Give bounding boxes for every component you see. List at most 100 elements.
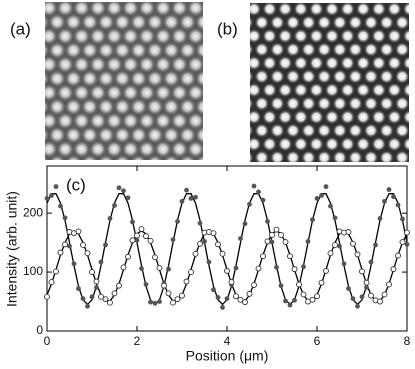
- lattice-spot: [56, 27, 75, 46]
- data-point: [202, 239, 207, 244]
- data-point: [197, 220, 203, 226]
- lattice-spot: [113, 97, 132, 116]
- lattice-spot: [45, 140, 58, 159]
- lattice-spot: [347, 42, 363, 58]
- lattice-spot: [170, 111, 189, 130]
- data-point: [332, 242, 338, 248]
- data-point: [359, 268, 365, 275]
- data-point: [166, 266, 171, 272]
- lattice-spot: [355, 109, 371, 125]
- lattice-spot: [97, 41, 116, 60]
- lattice-spot: [154, 140, 173, 159]
- lattice-spot: [88, 111, 107, 130]
- lattice-spot: [363, 42, 379, 58]
- lattice-spot: [24, 168, 42, 186]
- lattice-spot: [89, 168, 107, 186]
- data-point: [62, 241, 68, 248]
- lattice-spot: [269, 96, 285, 112]
- lattice-spot: [250, 109, 262, 125]
- lattice-spot: [347, 123, 363, 139]
- lattice-spot: [45, 27, 58, 46]
- data-point: [165, 290, 172, 297]
- data-point: [161, 282, 167, 289]
- lattice-spot: [410, 0, 415, 3]
- lattice-spot: [137, 55, 156, 74]
- lattice-spot: [145, 41, 164, 60]
- data-point: [44, 196, 50, 201]
- lattice-spot: [113, 69, 132, 88]
- lattice-spot: [97, 69, 116, 88]
- data-point: [116, 282, 122, 289]
- data-point: [300, 291, 307, 298]
- data-point: [314, 293, 320, 300]
- data-point: [215, 241, 221, 248]
- data-point: [350, 296, 356, 301]
- lattice-spot: [113, 13, 132, 32]
- data-point: [62, 215, 68, 221]
- lattice-spot: [301, 69, 317, 85]
- data-point: [219, 250, 226, 257]
- lattice-spot: [316, 96, 332, 112]
- lattice-spot: [170, 83, 189, 102]
- lattice-spot: [121, 111, 140, 130]
- lattice-spot: [137, 111, 156, 130]
- lattice-spot: [286, 0, 301, 3]
- lattice-spot: [386, 82, 402, 98]
- lattice-spot: [231, 137, 246, 152]
- data-point: [242, 221, 248, 227]
- lattice-spot: [186, 140, 203, 159]
- lattice-spot: [186, 2, 203, 17]
- lattice-spot: [394, 150, 409, 162]
- data-point: [129, 237, 136, 244]
- data-point: [67, 243, 72, 249]
- lattice-spot: [194, 41, 203, 60]
- data-point: [377, 298, 383, 305]
- lattice-spot: [293, 3, 309, 17]
- lattice-b: [231, 0, 415, 162]
- data-point: [373, 242, 378, 248]
- lattice-spot: [410, 96, 415, 111]
- lattice-spot: [402, 136, 409, 152]
- lattice-spot: [250, 43, 254, 56]
- data-point: [332, 215, 338, 221]
- data-point: [152, 254, 158, 261]
- lattice-spot: [24, 140, 42, 158]
- x-axis-title: Position (μm): [186, 348, 269, 364]
- lattice-spot: [316, 15, 332, 31]
- data-point: [121, 188, 126, 194]
- lattice-spot: [178, 41, 197, 60]
- lattice-spot: [262, 28, 278, 44]
- data-point: [341, 261, 347, 267]
- lattice-spot: [293, 55, 309, 71]
- lattice-spot: [269, 69, 285, 85]
- lattice-spot: [324, 136, 340, 152]
- data-point: [319, 193, 324, 198]
- lattice-spot: [211, 98, 229, 116]
- data-point: [368, 292, 374, 299]
- data-point: [188, 196, 194, 201]
- lattice-spot: [72, 111, 91, 130]
- lattice-spot: [81, 154, 99, 160]
- data-point: [346, 286, 351, 291]
- lattice-spot: [363, 96, 379, 112]
- lattice-spot: [45, 127, 50, 144]
- data-point: [156, 264, 163, 271]
- lattice-spot: [203, 112, 221, 130]
- lattice-spot: [45, 98, 50, 115]
- plot-frame: [46, 165, 408, 332]
- lattice-spot: [45, 42, 50, 59]
- lattice-spot: [145, 13, 164, 32]
- data-point: [170, 237, 176, 243]
- lattice-spot: [162, 154, 180, 160]
- lattice-spot: [254, 69, 270, 85]
- lattice-spot: [332, 42, 348, 58]
- lattice-spot: [129, 97, 148, 116]
- lattice-spot: [72, 2, 91, 17]
- lattice-spot: [170, 2, 189, 17]
- data-point: [179, 292, 185, 299]
- lattice-spot: [194, 126, 203, 144]
- data-point: [291, 266, 298, 273]
- data-point: [76, 286, 81, 291]
- lattice-spot: [137, 2, 156, 17]
- lattice-spot: [88, 140, 107, 159]
